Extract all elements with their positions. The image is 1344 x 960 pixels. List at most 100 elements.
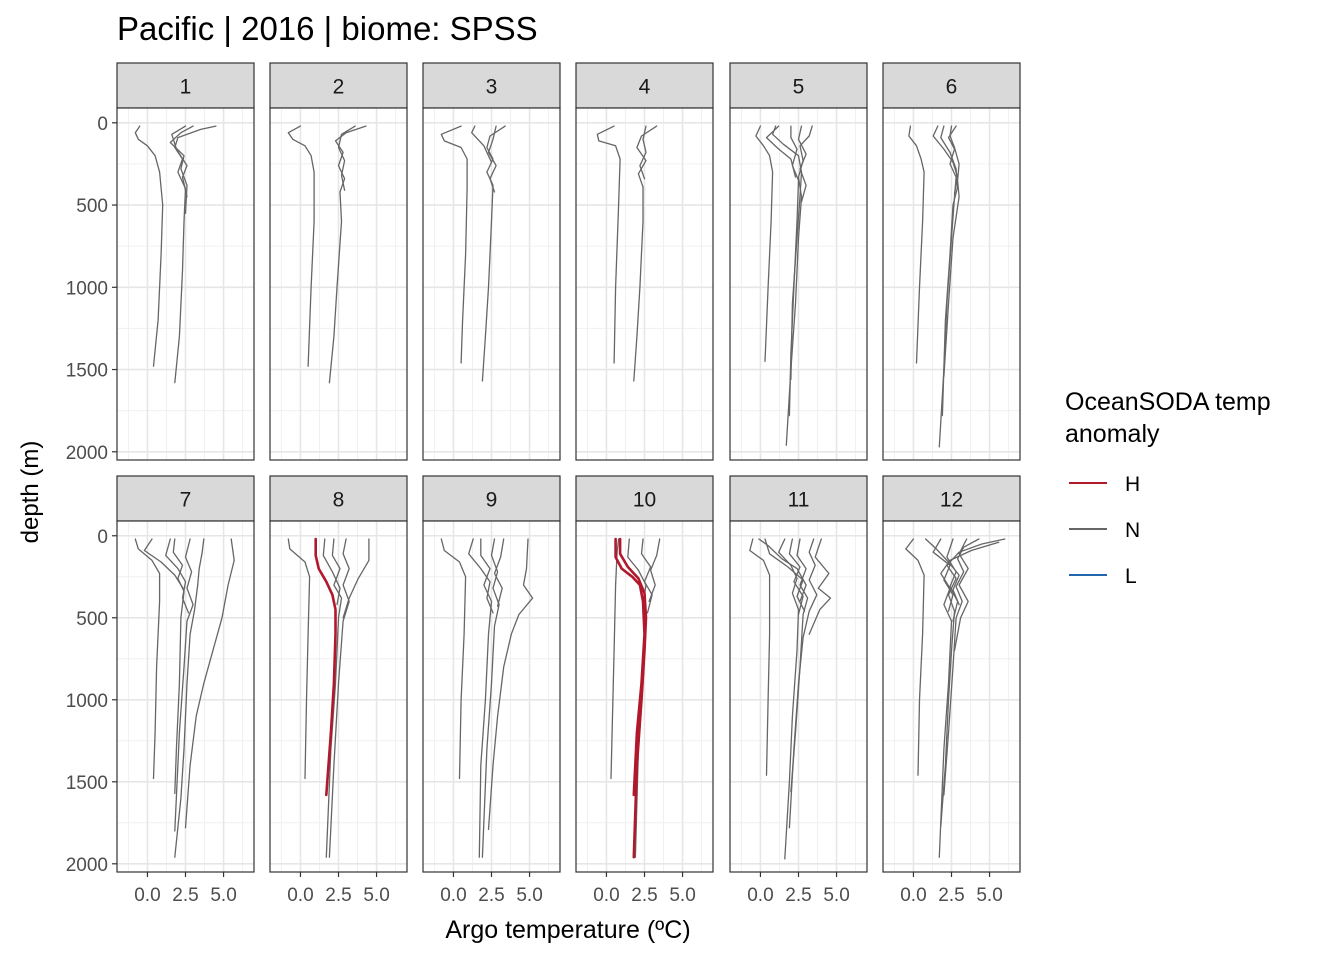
facet-label-4: 4 bbox=[639, 76, 651, 99]
y-tick-label: 2000 bbox=[66, 443, 108, 464]
x-tick-label: 2.5 bbox=[325, 885, 351, 906]
facet-strip-1 bbox=[116, 62, 255, 109]
profile-line-N-4 bbox=[953, 538, 969, 652]
panel-border bbox=[882, 107, 1021, 461]
profile-line-N-0 bbox=[905, 538, 925, 776]
profile-line-N-0 bbox=[755, 125, 774, 362]
profile-line-N-0 bbox=[287, 125, 315, 367]
legend-keys: HNL bbox=[1069, 473, 1140, 588]
profile-line-N-0 bbox=[440, 125, 468, 364]
profile-line-N-3 bbox=[940, 125, 959, 417]
facet-panel-6: 6 bbox=[882, 62, 1021, 461]
y-tick-label: 0 bbox=[97, 527, 108, 548]
panel-border bbox=[729, 107, 868, 461]
facet-panel-7: 7 bbox=[116, 475, 255, 873]
profile-line-N-3 bbox=[471, 125, 493, 163]
profile-lines bbox=[440, 538, 534, 858]
legend-title-line-2: anomaly bbox=[1065, 420, 1160, 448]
profile-line-N-3 bbox=[788, 538, 818, 829]
x-tick-label: 0.0 bbox=[440, 885, 466, 906]
facet-strip-5 bbox=[729, 62, 868, 109]
facet-label-11: 11 bbox=[788, 489, 810, 512]
facet-panel-8: 8 bbox=[269, 475, 408, 873]
legend: OceanSODA temp anomaly HNL bbox=[1065, 388, 1271, 588]
profile-line-N-0 bbox=[287, 538, 311, 780]
x-tick-label: 5.0 bbox=[210, 885, 236, 906]
panel-border bbox=[575, 107, 714, 461]
x-tick-label: 2.5 bbox=[938, 885, 964, 906]
y-tick-label: 500 bbox=[76, 196, 108, 217]
profile-line-N-4 bbox=[932, 125, 959, 195]
profile-lines bbox=[287, 125, 367, 384]
facet-panel-9: 9 bbox=[422, 475, 561, 873]
panel-border bbox=[116, 107, 255, 461]
profile-line-N-4 bbox=[468, 538, 494, 614]
profile-line-N-4 bbox=[808, 538, 832, 635]
facet-label-12: 12 bbox=[940, 489, 963, 512]
legend-title-line-1: OceanSODA temp bbox=[1065, 388, 1271, 416]
profile-line-N-3 bbox=[648, 538, 661, 603]
profile-line-N-0 bbox=[440, 538, 467, 780]
profile-line-N-1 bbox=[940, 538, 1006, 827]
facet-label-3: 3 bbox=[486, 76, 498, 99]
profile-line-N-2 bbox=[487, 125, 497, 193]
profile-line-N-1 bbox=[778, 538, 800, 860]
facet-panel-5: 5 bbox=[729, 62, 868, 461]
facet-strip-7 bbox=[116, 475, 255, 522]
x-tick-label: 5.0 bbox=[823, 885, 849, 906]
facet-label-1: 1 bbox=[180, 76, 192, 99]
facet-panel-3: 3 bbox=[422, 62, 561, 461]
facet-label-5: 5 bbox=[793, 76, 805, 99]
facet-label-7: 7 bbox=[180, 489, 192, 512]
profile-line-N-1 bbox=[174, 125, 217, 384]
profile-line-N-2 bbox=[169, 125, 194, 214]
profile-line-N-3 bbox=[943, 538, 980, 796]
profile-line-N-2 bbox=[174, 538, 205, 858]
profile-line-N-0 bbox=[908, 125, 925, 364]
facet-panel-1: 1 bbox=[116, 62, 255, 461]
facet-strip-9 bbox=[422, 475, 561, 522]
profile-line-N-7 bbox=[758, 538, 807, 603]
profile-line-N-0 bbox=[596, 125, 621, 364]
y-axis-label: depth (m) bbox=[17, 441, 44, 544]
x-tick-label: 5.0 bbox=[363, 885, 389, 906]
legend-key-label-N: N bbox=[1125, 519, 1140, 542]
profile-lines bbox=[134, 125, 217, 384]
y-tick-label: 1500 bbox=[66, 773, 108, 794]
profile-lines bbox=[610, 537, 661, 859]
facet-panel-2: 2 bbox=[269, 62, 408, 461]
facet-strip-2 bbox=[269, 62, 408, 109]
facet-label-8: 8 bbox=[333, 489, 345, 512]
y-tick-label: 500 bbox=[76, 609, 108, 630]
facet-strip-8 bbox=[269, 475, 408, 522]
profile-lines bbox=[596, 125, 658, 382]
x-tick-label: 2.5 bbox=[172, 885, 198, 906]
profile-line-N-0 bbox=[610, 538, 620, 780]
profile-line-N-1 bbox=[478, 538, 493, 858]
facet-strip-3 bbox=[422, 62, 561, 109]
profile-lines bbox=[905, 538, 1006, 858]
profile-lines bbox=[749, 538, 832, 860]
profile-line-N-1 bbox=[328, 125, 367, 384]
legend-key-label-L: L bbox=[1125, 565, 1137, 588]
profile-line-N-4 bbox=[174, 538, 194, 832]
y-tick-label: 1000 bbox=[66, 691, 108, 712]
y-tick-label: 2000 bbox=[66, 855, 108, 876]
y-tick-label: 1000 bbox=[66, 278, 108, 299]
x-tick-label: 5.0 bbox=[669, 885, 695, 906]
profile-line-N-0 bbox=[749, 538, 771, 776]
x-axis-label: Argo temperature (ºC) bbox=[445, 916, 690, 944]
profile-lines bbox=[908, 125, 960, 448]
facet-label-10: 10 bbox=[633, 489, 656, 512]
y-tick-label: 1500 bbox=[66, 361, 108, 382]
chart-title: Pacific | 2016 | biome: SPSS bbox=[117, 10, 538, 47]
profile-line-N-5 bbox=[493, 538, 505, 607]
profile-lines bbox=[287, 537, 370, 858]
profile-line-N-3 bbox=[342, 538, 370, 619]
facet-panel-10: 10 bbox=[575, 475, 714, 873]
panel-border bbox=[269, 107, 408, 461]
profile-line-N-5 bbox=[932, 538, 954, 612]
x-tick-label: 5.0 bbox=[516, 885, 542, 906]
panel-border bbox=[422, 107, 561, 461]
x-tick-label: 0.0 bbox=[593, 885, 619, 906]
